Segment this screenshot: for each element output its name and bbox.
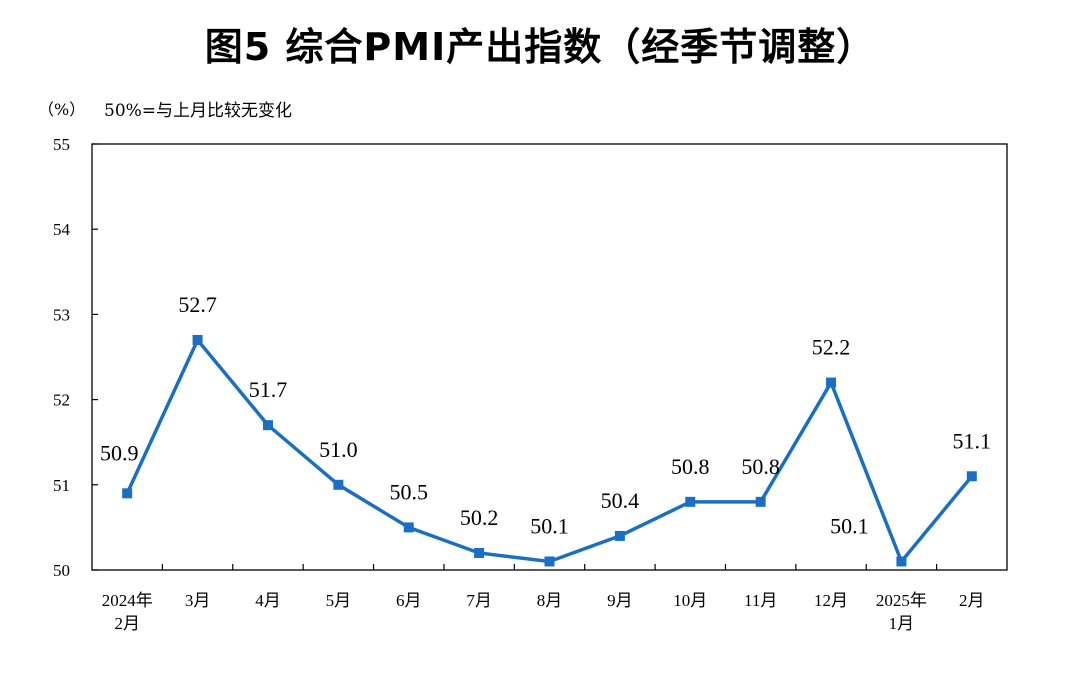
- x-tick-label: 8月: [537, 591, 563, 610]
- y-tick-label: 55: [53, 135, 70, 154]
- data-label: 50.8: [671, 454, 710, 479]
- x-tick-label: 12月: [814, 591, 848, 610]
- data-label: 50.1: [830, 513, 869, 538]
- data-point: [262, 420, 273, 431]
- x-tick-label: 3月: [185, 591, 211, 610]
- data-point: [826, 377, 837, 388]
- x-tick-label: 2月: [114, 614, 140, 633]
- x-tick-label: 6月: [396, 591, 422, 610]
- x-tick-label: 2月: [959, 591, 985, 610]
- data-label: 50.8: [741, 454, 780, 479]
- data-point: [896, 556, 907, 567]
- data-label: 50.5: [389, 479, 428, 504]
- data-point: [966, 471, 977, 482]
- plot-frame: [91, 143, 1008, 571]
- data-point: [474, 547, 485, 558]
- data-point: [755, 496, 766, 507]
- x-tick-label: 1月: [889, 614, 915, 633]
- x-tick-label: 7月: [466, 591, 492, 610]
- data-point: [192, 334, 203, 345]
- data-point: [122, 488, 133, 499]
- y-tick-label: 52: [53, 391, 70, 410]
- baseline-note: 50%=与上月比较无变化: [104, 101, 293, 121]
- data-point: [614, 530, 625, 541]
- data-point: [544, 556, 555, 567]
- x-tick-label: 2025年: [876, 591, 927, 610]
- data-label: 52.7: [178, 292, 217, 317]
- x-tick-label: 2024年: [102, 591, 153, 610]
- data-label: 50.2: [460, 505, 499, 530]
- x-tick-label: 4月: [255, 591, 281, 610]
- chart-title: 图5 综合PMI产出指数（经季节调整）: [204, 25, 876, 69]
- data-label: 50.1: [530, 513, 569, 538]
- data-label: 50.9: [100, 440, 139, 465]
- data-label: 51.1: [953, 428, 992, 453]
- y-tick-label: 51: [53, 476, 70, 495]
- data-point: [333, 479, 344, 490]
- data-label: 50.4: [601, 488, 640, 513]
- y-tick-label: 50: [53, 561, 70, 580]
- data-label: 51.7: [249, 377, 288, 402]
- x-tick-label: 5月: [326, 591, 352, 610]
- data-point: [403, 522, 414, 533]
- y-axis-unit: （%）: [38, 100, 86, 119]
- y-tick-label: 53: [53, 305, 70, 324]
- data-point: [685, 496, 696, 507]
- data-label: 52.2: [812, 335, 851, 360]
- x-tick-label: 9月: [607, 591, 633, 610]
- y-tick-label: 54: [53, 220, 71, 239]
- x-tick-label: 10月: [673, 591, 707, 610]
- x-tick-label: 11月: [744, 591, 777, 610]
- data-label: 51.0: [319, 437, 358, 462]
